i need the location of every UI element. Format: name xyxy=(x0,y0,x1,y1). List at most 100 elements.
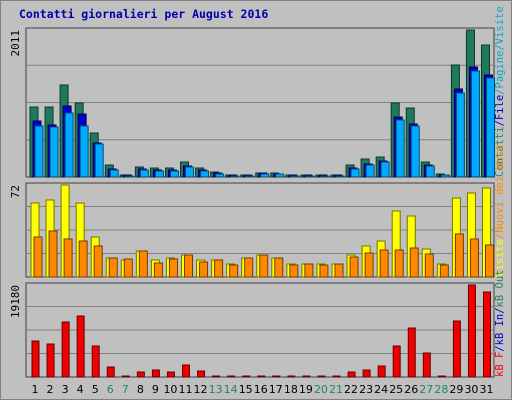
panel-middle-legend: Visite/Nuovi dei Host xyxy=(494,144,506,277)
bar-top-pagine-21 xyxy=(335,175,345,178)
bar-top-pagine-11 xyxy=(185,166,194,178)
bar-middle-nuovi-dei-host-3 xyxy=(63,238,73,278)
legend-kb-in: kB In xyxy=(494,314,506,346)
bar-top-pagine-6 xyxy=(109,169,119,178)
x-tick-day-12: 12 xyxy=(194,383,208,396)
bar-bottom-kb-f-1 xyxy=(31,340,40,378)
bar-middle-nuovi-dei-host-6 xyxy=(108,257,118,278)
bar-middle-nuovi-dei-host-9 xyxy=(153,262,163,278)
legend-kb-out: kB Out xyxy=(494,270,506,308)
bar-bottom-kb-f-2 xyxy=(46,343,55,378)
bar-middle-nuovi-dei-host-26 xyxy=(409,247,419,278)
bar-bottom-kb-f-23 xyxy=(362,369,371,378)
x-tick-day-9: 9 xyxy=(152,383,159,396)
bar-bottom-kb-f-28 xyxy=(437,375,446,378)
bar-top-pagine-19 xyxy=(305,175,315,178)
bar-middle-nuovi-dei-host-15 xyxy=(244,257,254,278)
x-tick-day-17: 17 xyxy=(269,383,283,396)
bar-bottom-kb-f-8 xyxy=(136,371,145,378)
bar-top-pagine-2 xyxy=(49,126,59,178)
x-tick-day-11: 11 xyxy=(179,383,193,396)
x-tick-day-5: 5 xyxy=(92,383,99,396)
bar-bottom-kb-f-4 xyxy=(76,315,85,378)
x-tick-day-31: 31 xyxy=(480,383,494,396)
x-tick-day-6: 6 xyxy=(107,383,114,396)
bar-bottom-kb-f-6 xyxy=(106,366,115,378)
x-tick-day-8: 8 xyxy=(137,383,144,396)
bar-middle-nuovi-dei-host-29 xyxy=(454,233,464,278)
x-tick-day-25: 25 xyxy=(389,383,403,396)
bar-top-pagine-18 xyxy=(290,175,300,178)
bar-top-pagine-30 xyxy=(470,70,480,178)
bar-middle-nuovi-dei-host-12 xyxy=(199,261,209,278)
x-tick-day-30: 30 xyxy=(464,383,478,396)
bar-top-pagine-22 xyxy=(350,168,360,178)
bar-bottom-kb-f-14 xyxy=(227,375,236,378)
bar-top-pagine-3 xyxy=(64,112,74,178)
bar-middle-nuovi-dei-host-16 xyxy=(259,254,269,278)
legend-contatti: Contatti xyxy=(494,126,506,177)
bar-bottom-kb-f-26 xyxy=(407,327,416,378)
bar-middle-nuovi-dei-host-8 xyxy=(138,250,148,278)
panel-bottom-ymax-label: 19180 xyxy=(9,285,22,318)
bar-top-pagine-10 xyxy=(169,170,179,178)
x-tick-day-13: 13 xyxy=(209,383,223,396)
panel-middle-ymax-label: 72 xyxy=(9,185,22,198)
bar-top-pagine-25 xyxy=(395,119,405,178)
x-tick-day-2: 2 xyxy=(47,383,54,396)
bar-middle-nuovi-dei-host-5 xyxy=(93,245,103,278)
legend--: / xyxy=(494,307,506,313)
bar-middle-nuovi-dei-host-11 xyxy=(184,254,193,278)
bar-top-pagine-29 xyxy=(455,92,465,178)
bar-middle-nuovi-dei-host-28 xyxy=(439,264,449,278)
bar-top-pagine-23 xyxy=(365,164,375,178)
bar-bottom-kb-f-12 xyxy=(197,370,206,378)
bar-middle-nuovi-dei-host-20 xyxy=(319,264,329,278)
bar-top-pagine-5 xyxy=(94,143,104,178)
bar-bottom-kb-f-19 xyxy=(302,375,311,378)
bar-top-pagine-17 xyxy=(275,173,285,178)
x-tick-day-26: 26 xyxy=(404,383,418,396)
bar-top-pagine-20 xyxy=(320,175,330,178)
bar-middle-nuovi-dei-host-14 xyxy=(229,264,239,278)
bar-bottom-kb-f-24 xyxy=(377,365,386,378)
panel-top-legend: Contatti/File/Pagine/Visite xyxy=(494,6,506,177)
legend-kb-f: kB F xyxy=(494,352,506,377)
bar-middle-nuovi-dei-host-17 xyxy=(274,257,284,278)
bar-middle-nuovi-dei-host-27 xyxy=(424,253,434,278)
x-tick-day-10: 10 xyxy=(163,383,177,396)
bar-top-pagine-4 xyxy=(79,125,89,178)
x-tick-day-29: 29 xyxy=(449,383,463,396)
bar-middle-nuovi-dei-host-21 xyxy=(334,263,344,278)
bar-middle-nuovi-dei-host-4 xyxy=(78,240,88,278)
x-tick-day-24: 24 xyxy=(374,383,388,396)
x-tick-day-20: 20 xyxy=(314,383,328,396)
x-tick-day-28: 28 xyxy=(434,383,448,396)
bar-bottom-kb-f-17 xyxy=(272,375,281,378)
x-tick-day-15: 15 xyxy=(239,383,253,396)
bar-bottom-kb-f-9 xyxy=(151,369,160,378)
bar-top-pagine-31 xyxy=(486,77,495,178)
bar-bottom-kb-f-21 xyxy=(332,375,341,378)
bar-middle-nuovi-dei-host-22 xyxy=(349,256,359,278)
legend-visite: /Visite xyxy=(494,6,506,50)
bar-middle-nuovi-dei-host-18 xyxy=(289,264,299,278)
bar-bottom-kb-f-16 xyxy=(257,375,266,378)
bar-bottom-kb-f-5 xyxy=(91,345,100,378)
bar-middle-nuovi-dei-host-25 xyxy=(394,249,404,278)
x-tick-day-22: 22 xyxy=(344,383,358,396)
x-tick-day-7: 7 xyxy=(122,383,129,396)
x-tick-day-3: 3 xyxy=(62,383,69,396)
bar-bottom-kb-f-7 xyxy=(121,375,130,378)
x-tick-day-18: 18 xyxy=(284,383,298,396)
bar-top-pagine-26 xyxy=(410,125,420,178)
bar-bottom-kb-f-11 xyxy=(182,364,190,378)
bar-top-pagine-16 xyxy=(260,173,270,178)
bar-top-pagine-9 xyxy=(154,170,164,178)
bar-middle-nuovi-dei-host-2 xyxy=(48,230,58,278)
bar-top-pagine-7 xyxy=(124,175,134,178)
legend-nuovi-dei-host: /Nuovi dei Host xyxy=(494,144,506,239)
bar-bottom-kb-f-20 xyxy=(317,375,326,378)
bar-middle-nuovi-dei-host-31 xyxy=(485,244,494,278)
